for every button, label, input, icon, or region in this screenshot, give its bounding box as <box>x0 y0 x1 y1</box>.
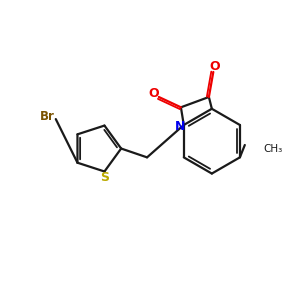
Text: N: N <box>175 120 185 133</box>
Text: O: O <box>148 87 159 100</box>
Text: S: S <box>100 172 109 184</box>
Text: Br: Br <box>40 110 54 123</box>
Text: O: O <box>209 60 220 73</box>
Text: CH₃: CH₃ <box>263 143 283 154</box>
